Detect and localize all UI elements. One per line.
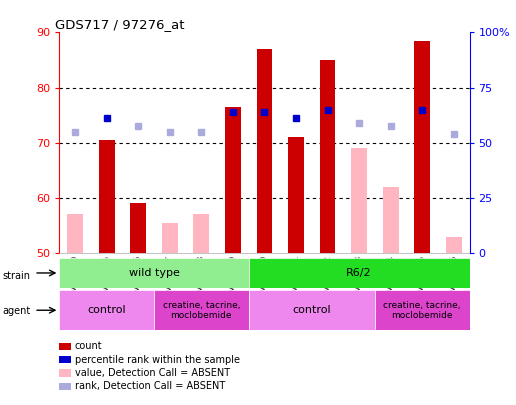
Bar bbox=[67, 215, 83, 253]
Text: creatine, tacrine,
moclobemide: creatine, tacrine, moclobemide bbox=[383, 301, 461, 320]
Bar bbox=[162, 223, 178, 253]
Bar bbox=[59, 258, 249, 288]
Text: rank, Detection Call = ABSENT: rank, Detection Call = ABSENT bbox=[75, 382, 225, 391]
Text: creatine, tacrine,
moclobemide: creatine, tacrine, moclobemide bbox=[163, 301, 240, 320]
Bar bbox=[383, 187, 398, 253]
Bar bbox=[99, 140, 115, 253]
Bar bbox=[154, 290, 249, 330]
Bar bbox=[320, 60, 335, 253]
Bar bbox=[249, 258, 470, 288]
Text: count: count bbox=[75, 341, 103, 351]
Text: wild type: wild type bbox=[128, 268, 180, 278]
Bar bbox=[59, 290, 154, 330]
Bar bbox=[131, 203, 146, 253]
Text: control: control bbox=[87, 305, 126, 315]
Text: GDS717 / 97276_at: GDS717 / 97276_at bbox=[55, 18, 185, 31]
Bar bbox=[351, 148, 367, 253]
Text: value, Detection Call = ABSENT: value, Detection Call = ABSENT bbox=[75, 368, 230, 378]
Bar bbox=[256, 49, 272, 253]
Text: R6/2: R6/2 bbox=[346, 268, 372, 278]
Text: percentile rank within the sample: percentile rank within the sample bbox=[75, 355, 240, 364]
Bar bbox=[249, 290, 375, 330]
Text: agent: agent bbox=[3, 306, 31, 316]
Bar bbox=[194, 215, 209, 253]
Text: control: control bbox=[293, 305, 331, 315]
Text: strain: strain bbox=[3, 271, 30, 281]
Bar bbox=[414, 40, 430, 253]
Bar bbox=[225, 107, 241, 253]
Bar bbox=[446, 237, 462, 253]
Bar bbox=[375, 290, 470, 330]
Bar bbox=[288, 137, 304, 253]
